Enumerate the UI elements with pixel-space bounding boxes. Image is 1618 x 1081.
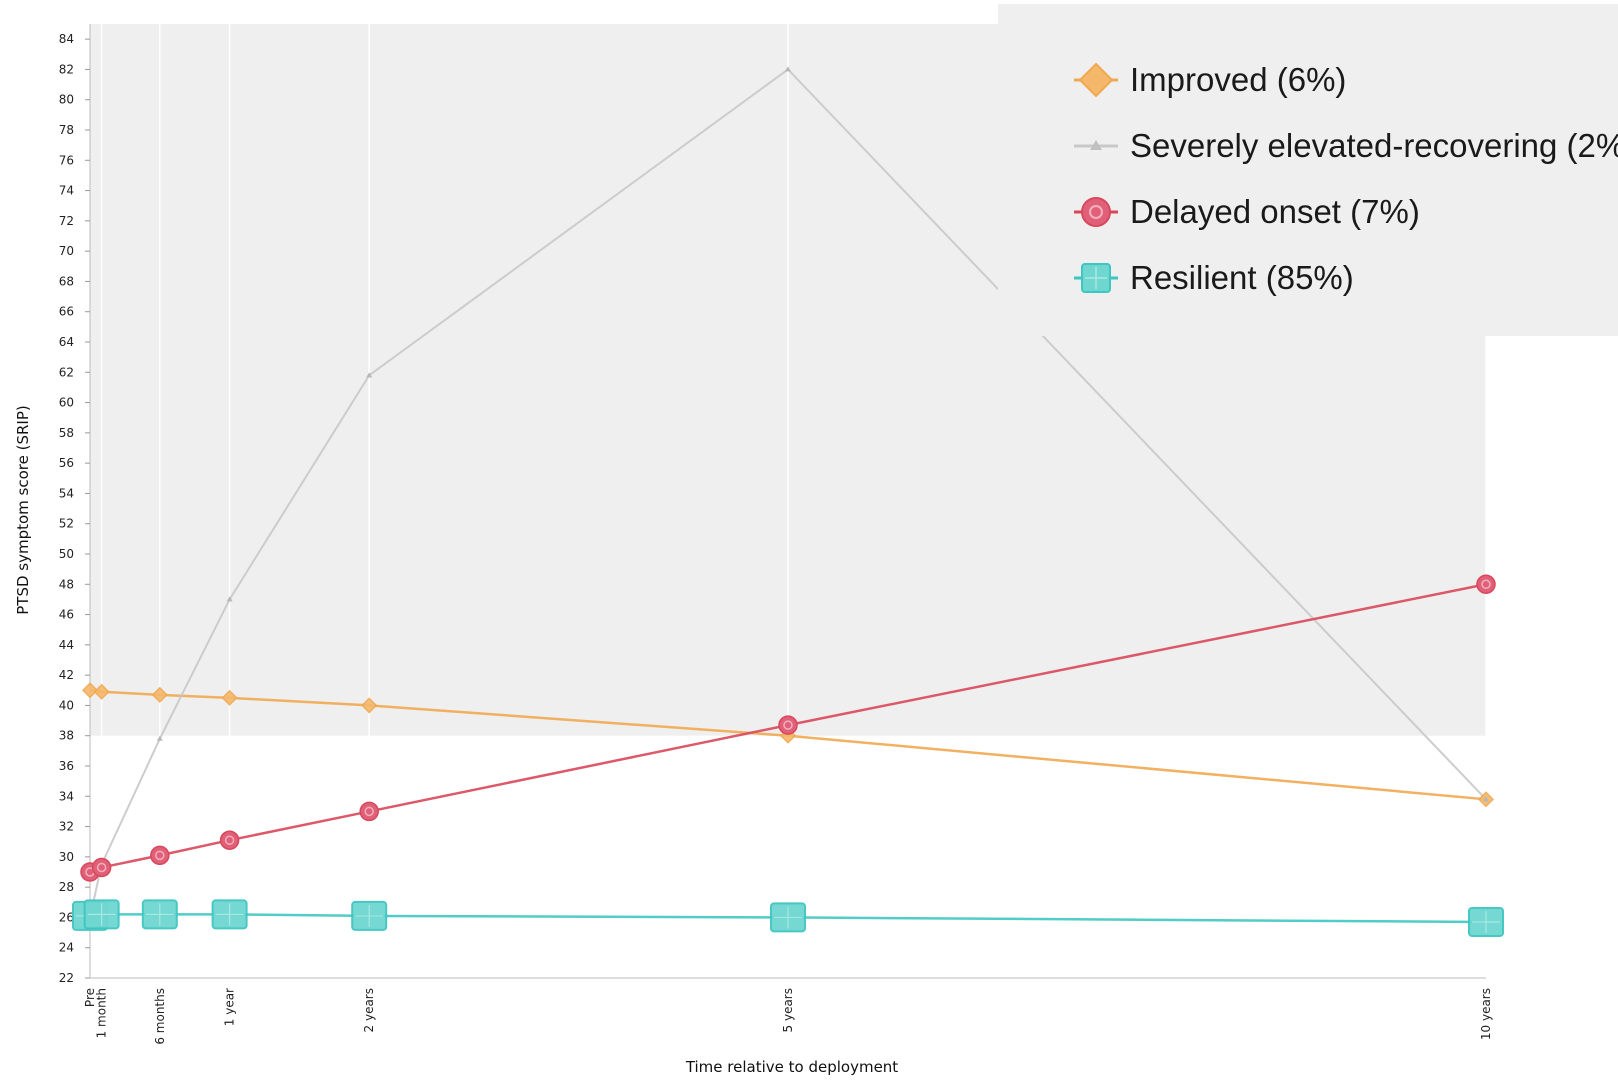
data-point-circle-inner <box>1481 579 1491 590</box>
y-tick-label: 48 <box>59 577 74 591</box>
y-tick-label: 62 <box>59 365 74 379</box>
gridlines <box>100 24 1487 978</box>
y-tick-label: 74 <box>59 184 74 198</box>
legend: Improved (6%) Severely elevated-recoveri… <box>998 4 1618 336</box>
legend-square-icon <box>1074 263 1118 293</box>
y-tick-label: 42 <box>59 668 74 682</box>
y-tick-label: 46 <box>59 608 74 622</box>
x-tick-label: Pre <box>83 988 97 1007</box>
y-tick-label: 66 <box>59 305 74 319</box>
y-axis-title: PTSD symptom score (SRIP) <box>14 405 32 615</box>
y-tick-label: 64 <box>59 335 74 349</box>
axes: 22 24 26 28 30 32 34 36 38 40 42 44 46 48 50 52 54 56 58 60… <box>59 24 1493 1045</box>
data-point-circle-inner <box>155 850 165 861</box>
y-tick-label: 40 <box>59 698 74 712</box>
x-axis-title: Time relative to deployment <box>685 1058 898 1076</box>
data-point-diamond <box>81 682 99 699</box>
data-point-diamond <box>93 683 110 700</box>
x-tick-label: 5 years <box>781 988 795 1032</box>
y-tick-label: 24 <box>59 941 74 955</box>
data-point-triangle <box>226 596 233 602</box>
x-tick-label: 6 months <box>153 988 167 1045</box>
legend-label: Improved (6%) <box>1130 61 1347 98</box>
y-tick-label: 76 <box>59 153 74 167</box>
y-tick-label: 72 <box>59 214 74 228</box>
data-point-circle-inner <box>783 720 793 730</box>
y-tick-label: 34 <box>59 789 74 803</box>
y-tick-label: 80 <box>59 93 74 107</box>
legend-label: Delayed onset (7%) <box>1130 193 1420 230</box>
x-tick-label: 2 years <box>362 988 376 1032</box>
y-tick-label: 60 <box>59 396 74 410</box>
data-point-triangle <box>366 372 373 378</box>
data-point-circle-inner <box>224 835 235 845</box>
data-point-triangle <box>1483 796 1489 802</box>
data-point-circle-inner <box>364 806 374 817</box>
legend-triangle-icon <box>1074 140 1118 150</box>
y-tick-label: 36 <box>59 759 74 773</box>
data-point-diamond <box>221 689 238 706</box>
y-tick-label: 78 <box>59 123 74 137</box>
data-point-circle <box>1476 574 1496 595</box>
y-tick-label: 70 <box>59 244 74 258</box>
data-point-circle <box>778 715 798 735</box>
y-tick-label: 56 <box>59 456 74 470</box>
x-tick-label: 1 year <box>223 988 237 1026</box>
data-point-triangle <box>785 66 791 72</box>
x-tick-label: 10 years <box>1479 988 1493 1040</box>
y-tick-label: 32 <box>59 820 74 834</box>
y-tick-label: 82 <box>59 62 74 76</box>
y-tick-label: 22 <box>59 971 74 985</box>
legend-diamond-icon <box>1074 62 1118 98</box>
data-point-circle <box>219 830 240 850</box>
y-tick-label: 38 <box>59 729 74 743</box>
data-point-diamond <box>361 697 378 714</box>
y-tick-label: 30 <box>59 850 74 864</box>
y-tick-label: 58 <box>59 426 74 440</box>
legend-circle-icon <box>1074 197 1118 227</box>
data-point-diamond <box>151 686 168 703</box>
y-tick-label: 26 <box>59 910 74 924</box>
x-tick-label: 1 month <box>95 988 109 1038</box>
y-tick-label: 54 <box>59 486 74 500</box>
y-tick-label: 84 <box>59 32 74 46</box>
series-markers <box>72 66 1504 937</box>
y-tick-label: 44 <box>59 638 74 652</box>
y-tick-label: 50 <box>59 547 74 561</box>
data-point-circle <box>359 801 379 822</box>
y-tick-label: 68 <box>59 274 74 288</box>
data-point-circle-inner <box>96 862 107 873</box>
data-point-triangle <box>156 735 163 741</box>
y-tick-label: 28 <box>59 880 74 894</box>
legend-label: Resilient (85%) <box>1130 259 1354 296</box>
data-point-circle <box>150 845 170 866</box>
data-point-circle <box>91 857 112 878</box>
legend-label: Severely elevated-recovering (2%) <box>1130 127 1618 164</box>
y-tick-label: 52 <box>59 517 74 531</box>
